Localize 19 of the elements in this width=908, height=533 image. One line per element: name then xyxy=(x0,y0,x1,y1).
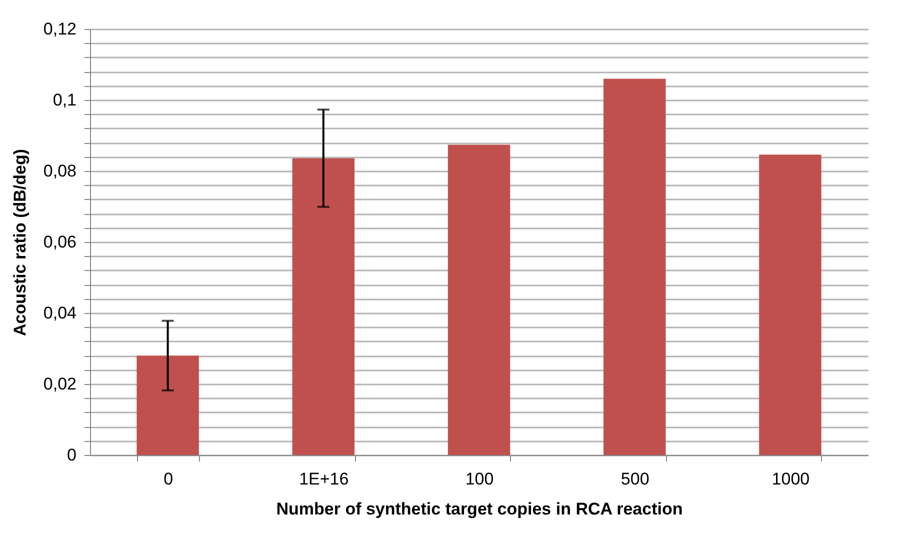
y-tick-label: 0,12 xyxy=(43,20,76,38)
y-tick-label: 0,02 xyxy=(43,374,76,394)
y-tick-label: 0,04 xyxy=(43,304,76,322)
y-tick-label: 0,06 xyxy=(43,232,76,252)
bar xyxy=(603,78,666,455)
y-tick-label: 0,08 xyxy=(43,162,76,180)
bar xyxy=(136,356,199,455)
x-axis-title: Number of synthetic target copies in RCA reaction xyxy=(276,500,683,518)
bar xyxy=(292,158,355,455)
bar xyxy=(448,144,510,455)
y-tick-label: 0,1 xyxy=(52,90,76,110)
x-tick-label: 1E+16 xyxy=(299,470,349,488)
x-tick-label: 100 xyxy=(465,470,494,488)
x-tick-label: 500 xyxy=(620,470,650,488)
x-tick-label: 0 xyxy=(164,470,174,488)
y-axis-title: Acoustic ratio (dB/deg) xyxy=(10,148,30,336)
x-tick-label: 1000 xyxy=(772,470,810,488)
y-tick-label: 0 xyxy=(67,446,76,464)
bar xyxy=(759,154,822,455)
